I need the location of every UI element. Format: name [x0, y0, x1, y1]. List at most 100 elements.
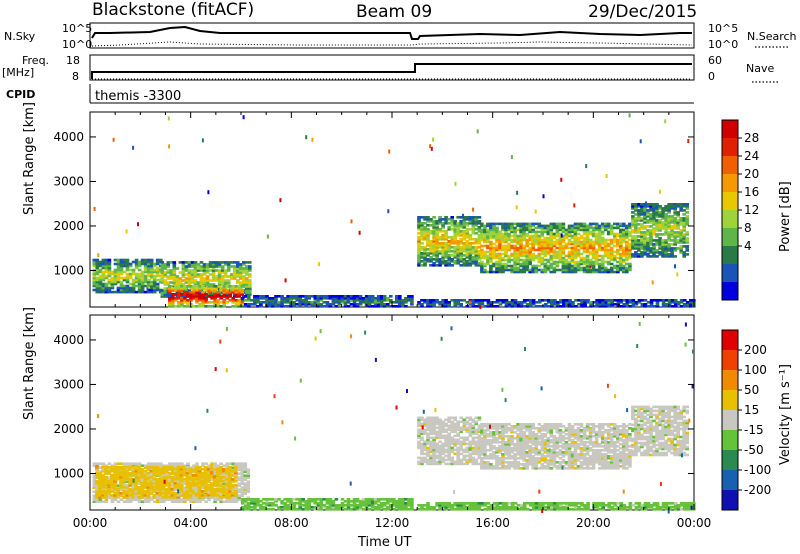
heatmap-cell: [622, 250, 626, 254]
heatmap-cell: [441, 244, 445, 247]
heatmap-cell: [579, 226, 584, 230]
heatmap-cell: [146, 262, 151, 266]
heatmap-cell: [191, 482, 196, 485]
heatmap-cell: [462, 224, 467, 227]
heatmap-cell: [498, 301, 503, 304]
heatmap-cell: [149, 474, 154, 477]
heatmap-cell: [223, 261, 228, 264]
heatmap-cell: [589, 301, 593, 304]
heatmap-cell: [547, 305, 551, 308]
heatmap-cell: [597, 240, 602, 244]
heatmap-cell: [619, 258, 623, 262]
heatmap-cell: [546, 238, 551, 242]
heatmap-cell: [426, 252, 430, 255]
heatmap-cell: [655, 215, 659, 218]
heatmap-cell: [456, 301, 460, 304]
heatmap-cell: [606, 230, 611, 234]
heatmap-cell: [182, 492, 187, 495]
heatmap-cell: [104, 471, 108, 475]
heatmap-cell: [119, 494, 124, 497]
heatmap-cell: [459, 222, 463, 225]
heatmap-cell: [292, 498, 296, 501]
heatmap-cell: [152, 274, 157, 278]
heatmap-cell: [613, 222, 617, 226]
heatmap-cell: [495, 252, 499, 256]
heatmap-cell: [182, 465, 187, 469]
heatmap-cell: [462, 230, 467, 233]
heatmap-cell: [95, 484, 100, 487]
heatmap-cell: [639, 139, 642, 144]
heatmap-cell: [217, 281, 222, 284]
heatmap-cell: [358, 502, 363, 505]
heatmap-cell: [444, 220, 448, 223]
heatmap-cell: [567, 266, 572, 270]
heatmap-cell: [149, 468, 154, 471]
heatmap-cell: [200, 479, 205, 483]
heatmap-cell: [640, 225, 644, 228]
heatmap-cell: [582, 224, 587, 228]
heatmap-cell: [340, 297, 345, 300]
heatmap-cell: [250, 500, 254, 503]
heatmap-cell: [447, 258, 451, 261]
heatmap-cell: [628, 113, 631, 118]
heatmap-cell: [395, 299, 399, 302]
heatmap-cell: [184, 279, 189, 282]
heatmap-cell: [175, 267, 180, 270]
heatmap-cell: [213, 297, 217, 300]
heatmap-cell: [104, 262, 109, 266]
heatmap-cell: [407, 508, 411, 511]
heatmap-cell: [501, 262, 505, 266]
heatmap-cell: [477, 258, 482, 261]
heatmap-cell: [507, 232, 511, 236]
heatmap-cell: [492, 264, 496, 268]
heatmap-cell: [178, 261, 183, 264]
heatmap-cell: [140, 284, 145, 288]
heatmap-cell: [564, 270, 569, 274]
heatmap-cell: [652, 221, 656, 224]
heatmap-cell: [382, 299, 387, 302]
heatmap-cell: [664, 231, 668, 234]
heatmap-cell: [597, 234, 602, 238]
heatmap-cell: [232, 261, 237, 264]
heatmap-cell: [582, 270, 587, 274]
heatmap-cell: [543, 266, 548, 270]
heatmap-cell: [95, 258, 100, 262]
heatmap-cell: [597, 232, 602, 236]
heatmap-cell: [197, 473, 202, 477]
heatmap-cell: [239, 281, 243, 284]
heatmap-cell: [206, 469, 211, 473]
heatmap-cell: [236, 273, 240, 276]
heatmap-cell: [594, 262, 599, 266]
heatmap-cell: [92, 486, 97, 489]
heatmap-cell: [334, 504, 339, 507]
heatmap-cell: [190, 261, 195, 264]
heatmap-cell: [171, 486, 175, 489]
heatmap-cell: [649, 219, 653, 222]
heatmap-cell: [676, 227, 680, 230]
heatmap-cell: [209, 475, 214, 479]
heatmap-cell: [594, 252, 599, 256]
freq-label: Freq.: [22, 54, 50, 67]
heatmap-cell: [122, 473, 126, 477]
heatmap-cell: [525, 240, 529, 244]
heatmap-cell: [667, 217, 671, 220]
heatmap-cell: [555, 242, 560, 246]
heatmap-cell: [232, 277, 237, 280]
heatmap-cell: [432, 252, 436, 255]
heatmap-cell: [661, 211, 665, 214]
heatmap-cell: [101, 262, 106, 266]
heatmap-cell: [435, 234, 439, 237]
heatmap-cell: [316, 502, 321, 505]
heatmap-cell: [325, 502, 330, 505]
heatmap-cell: [104, 268, 109, 272]
heatmap-cell: [432, 236, 436, 239]
heatmap-cell: [594, 242, 599, 246]
heatmap-cell: [190, 265, 195, 268]
heatmap-cell: [592, 301, 596, 304]
heatmap-cell: [322, 301, 327, 304]
heatmap-cell: [95, 270, 100, 274]
heatmap-cell: [132, 145, 135, 150]
heatmap-cell: [465, 242, 470, 245]
heatmap-cell: [283, 504, 287, 507]
heatmap-cell: [525, 252, 529, 256]
